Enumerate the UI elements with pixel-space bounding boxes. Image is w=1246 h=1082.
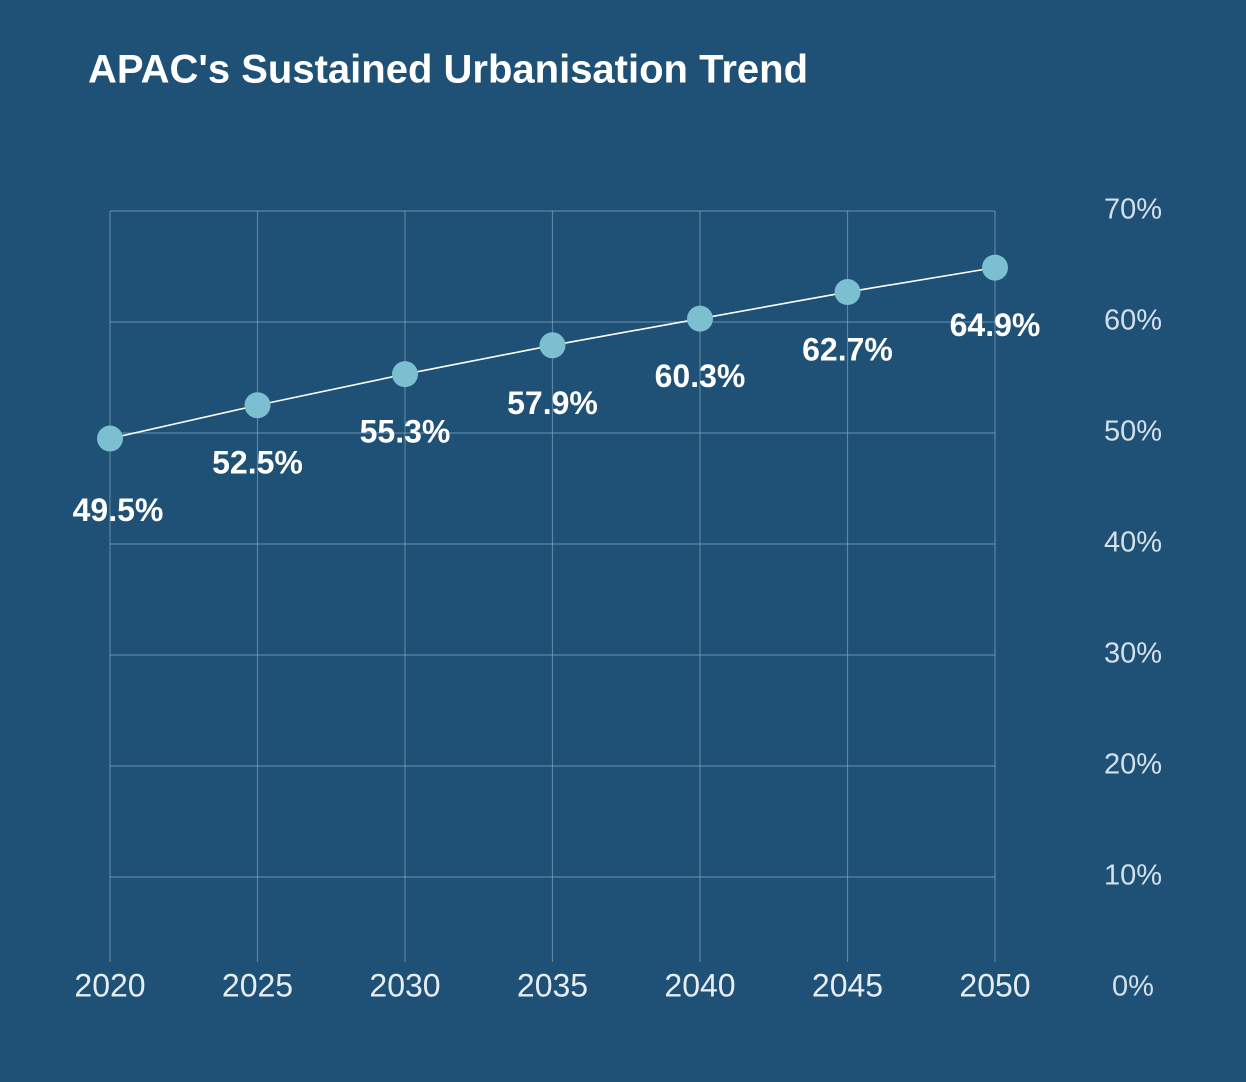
point (539, 332, 566, 359)
y-tick-label: 60% (1104, 305, 1162, 337)
data-label: 52.5% (212, 445, 303, 481)
data-label: 60.3% (655, 358, 746, 394)
data-label: 49.5% (73, 492, 164, 528)
point (244, 392, 271, 419)
x-tick-label: 2040 (664, 967, 735, 1003)
y-tick-label: 0% (1112, 971, 1154, 1003)
x-tick-label: 2050 (959, 967, 1030, 1003)
point (97, 425, 123, 452)
x-tick-label: 2025 (222, 967, 293, 1003)
y-tick-label: 40% (1104, 527, 1162, 559)
x-tick-label: 2020 (74, 967, 145, 1003)
point (687, 305, 713, 332)
y-tick-label: 20% (1104, 749, 1162, 781)
y-tick-label: 30% (1104, 638, 1162, 670)
x-tick-label: 2030 (369, 967, 440, 1003)
data-label: 62.7% (802, 331, 893, 367)
point (834, 279, 861, 306)
data-label: 64.9% (950, 307, 1041, 343)
point (982, 254, 1008, 281)
x-tick-label: 2045 (812, 967, 883, 1003)
chart-title: APAC's Sustained Urbanisation Trend (88, 48, 808, 92)
y-tick-label: 10% (1104, 860, 1162, 892)
data-label: 57.9% (507, 385, 598, 421)
x-tick-label: 2035 (517, 967, 588, 1003)
y-tick-label: 70% (1104, 194, 1162, 226)
data-label: 55.3% (360, 414, 451, 450)
y-tick-label: 50% (1104, 416, 1162, 448)
point (392, 361, 418, 388)
